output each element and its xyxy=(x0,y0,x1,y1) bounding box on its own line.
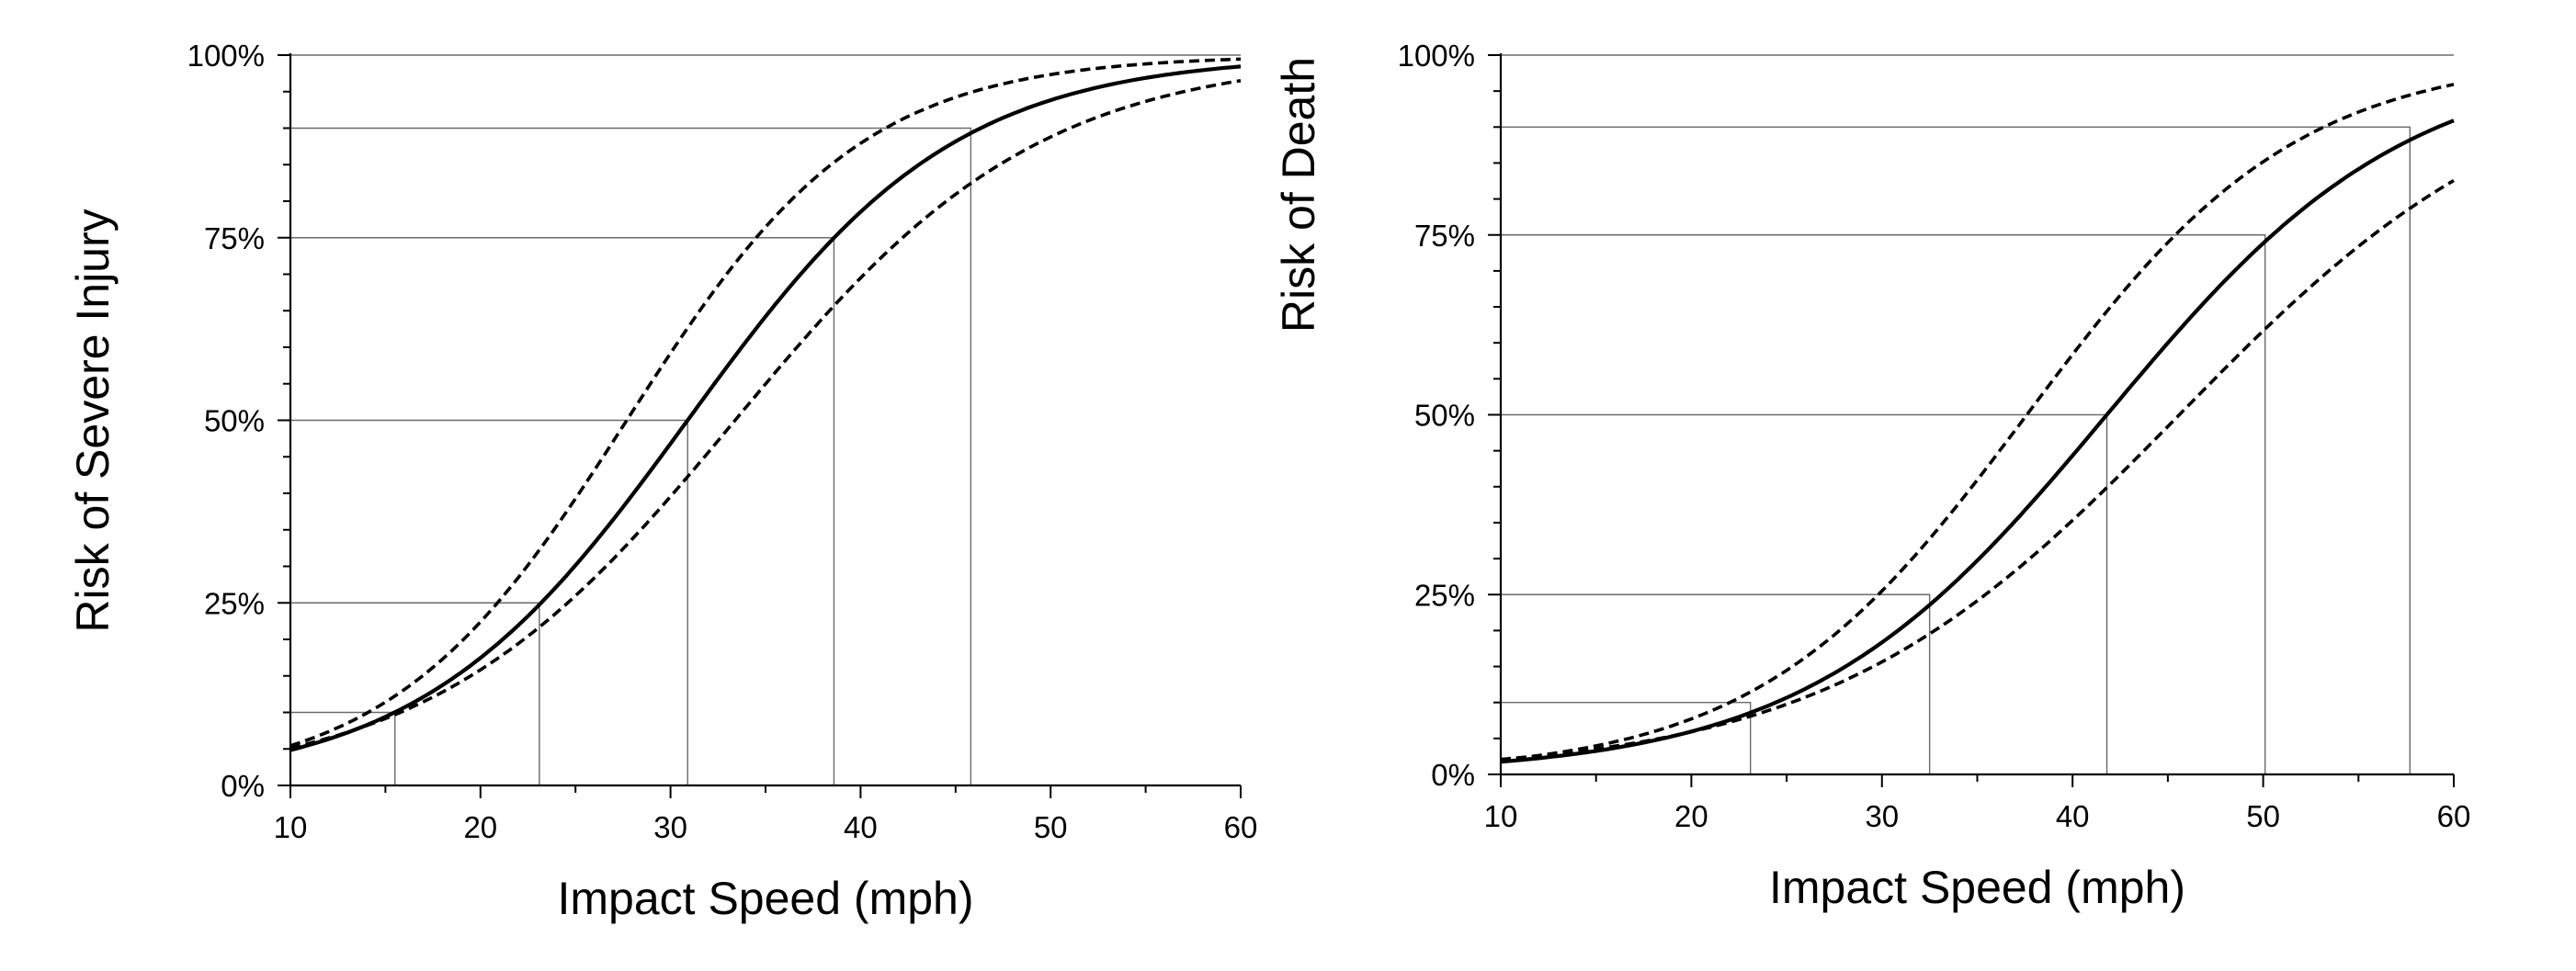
y-tick-label: 50% xyxy=(204,404,265,438)
x-tick-label: 20 xyxy=(463,810,497,844)
reference-guide-line xyxy=(1501,702,1752,774)
x-tick-label: 30 xyxy=(1865,799,1899,833)
risk-curve-bound xyxy=(289,57,1242,748)
reference-guide-line xyxy=(1501,126,2411,774)
risk-curve-estimate xyxy=(1500,119,2455,764)
y-tick-label: 25% xyxy=(1414,578,1475,612)
y-axis-title: Risk of Severe Injury xyxy=(67,209,119,632)
x-tick-label: 10 xyxy=(274,810,308,844)
reference-guide-line xyxy=(290,127,972,785)
x-tick-label: 40 xyxy=(844,810,878,844)
x-tick-label: 60 xyxy=(2437,799,2471,833)
reference-guide-line xyxy=(1501,234,2266,774)
risk-curve-bound xyxy=(1500,178,2455,762)
risk-curve-estimate xyxy=(289,64,1242,752)
x-tick-label: 50 xyxy=(1034,810,1068,844)
reference-guide-line xyxy=(1501,593,1931,774)
y-tick-label: 50% xyxy=(1414,399,1475,433)
y-tick-label: 75% xyxy=(204,221,265,255)
y-tick-label: 25% xyxy=(204,586,265,620)
x-tick-label: 10 xyxy=(1484,799,1518,833)
reference-guide-line xyxy=(290,602,540,785)
chart-panel-severe-injury: 0% 25% 50% 75% 100% 10 20 30 40 50 60 Impact Speed … xyxy=(67,39,1257,924)
y-tick-label: 100% xyxy=(187,39,265,73)
y-tick-label: 0% xyxy=(1431,758,1475,792)
y-tick-label: 0% xyxy=(221,769,265,803)
y-tick-label: 100% xyxy=(1398,39,1475,73)
x-tick-label: 40 xyxy=(2056,799,2090,833)
reference-guide-line xyxy=(290,237,835,785)
chart-panel-death: 0% 25% 50% 75% 100% 10 20 30 40 50 60 Impact Speed … xyxy=(1273,39,2470,913)
x-axis-title: Impact Speed (mph) xyxy=(1769,862,2185,913)
x-tick-label: 60 xyxy=(1224,810,1258,844)
x-axis-title: Impact Speed (mph) xyxy=(558,873,974,924)
risk-curve-bound xyxy=(289,79,1242,750)
reference-guide-line xyxy=(290,711,396,785)
x-tick-label: 30 xyxy=(653,810,687,844)
y-axis-title: Risk of Death xyxy=(1273,57,1324,333)
x-tick-label: 50 xyxy=(2246,799,2280,833)
y-tick-label: 75% xyxy=(1414,219,1475,253)
risk-curve-bound xyxy=(1500,83,2455,762)
x-tick-label: 20 xyxy=(1674,799,1708,833)
